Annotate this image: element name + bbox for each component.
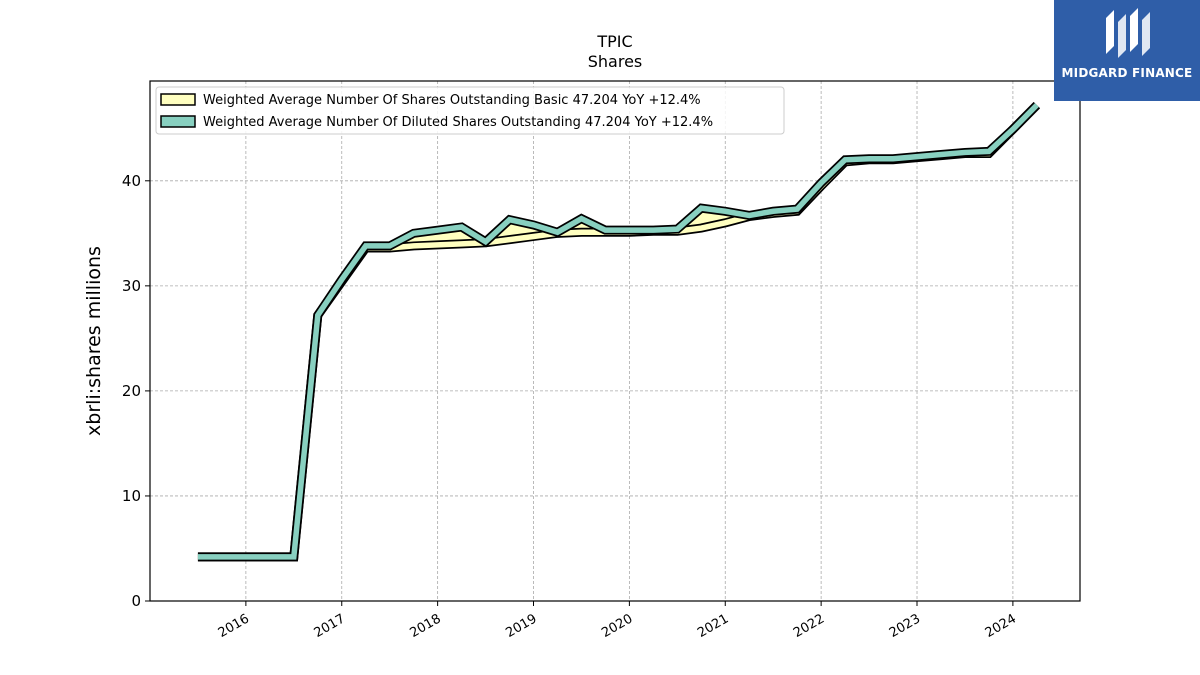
logo-mark-icon [1106,8,1150,58]
x-tick-label: 2021 [695,611,731,641]
series-diluted-line [197,103,1039,560]
x-tick-label: 2022 [791,611,827,641]
x-tick-label: 2024 [983,611,1019,641]
y-tick-label: 10 [122,487,141,505]
chart-title: TPIC [596,32,632,51]
series-diluted-outline [197,101,1041,562]
grid-lines [150,81,1080,601]
logo-text: MIDGARD FINANCE [1061,66,1193,80]
x-tick-label: 2019 [503,611,539,641]
legend: Weighted Average Number Of Shares Outsta… [155,86,785,135]
legend-label-basic: Weighted Average Number Of Shares Outsta… [203,93,701,108]
brand-logo: MIDGARD FINANCE [1054,0,1200,101]
y-tick-label: 0 [131,592,141,610]
series-basic-line [197,103,1039,560]
x-tick-label: 2018 [407,611,443,641]
y-axis-label: xbrli:shares millions [83,246,105,436]
y-tick-label: 30 [122,277,141,295]
y-axis-ticks: 0 10 20 30 40 [122,172,150,610]
y-tick-label: 20 [122,382,141,400]
x-tick-label: 2016 [216,611,252,641]
legend-swatch-diluted [160,115,196,128]
legend-label-diluted: Weighted Average Number Of Diluted Share… [203,115,713,130]
x-tick-label: 2020 [599,611,635,641]
legend-box [155,86,785,135]
series-basic-outline [197,101,1041,562]
chart-subtitle: Shares [588,52,643,71]
x-tick-label: 2023 [887,611,923,641]
series-band [197,105,1037,557]
legend-swatch-basic [160,93,196,106]
x-tick-label: 2017 [312,611,348,641]
x-axis-ticks: 2016 2017 2018 2019 2020 2021 2022 2023 2024 [216,601,1019,641]
plot-frame [149,80,1081,602]
y-tick-label: 40 [122,172,141,190]
series-layer [197,101,1041,562]
